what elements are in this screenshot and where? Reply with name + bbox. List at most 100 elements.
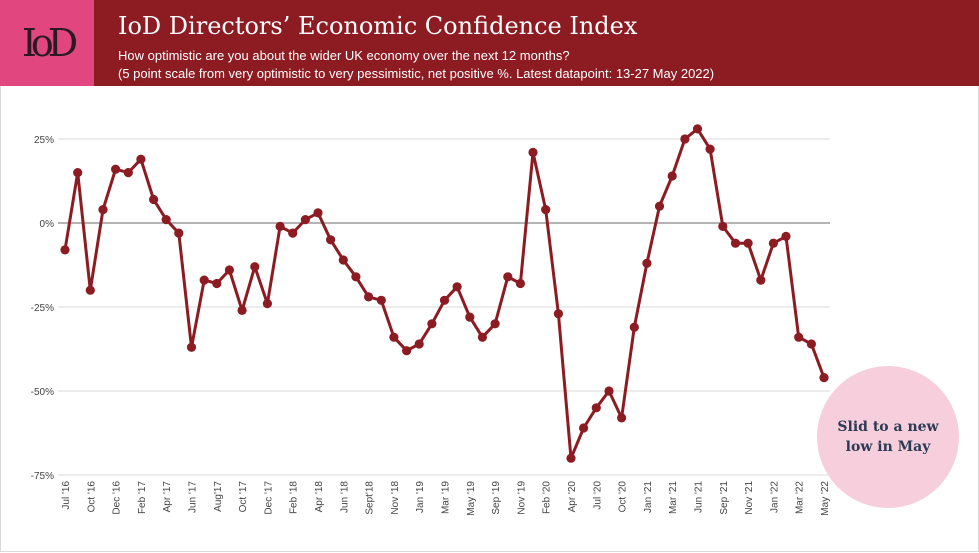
data-point [224,265,234,275]
x-tick-label: Mar '21 [668,481,679,514]
data-point [718,221,728,231]
subtitle-line-2: (5 point scale from very optimistic to v… [118,66,715,81]
data-point [465,312,475,322]
data-point [237,305,247,315]
data-point [743,238,753,248]
data-point [98,205,108,215]
data-point [490,319,500,329]
data-point [376,295,386,305]
data-point [806,339,817,349]
x-tick-label: May '19 [466,481,477,516]
x-tick-label: Feb '18 [289,481,300,514]
x-tick-label: Mar '19 [441,481,452,514]
data-point [730,238,741,248]
data-point [174,228,184,238]
x-tick-label: Dec '16 [112,481,123,515]
y-tick-label: -75% [31,471,54,482]
x-tick-label: Jul '16 [61,481,72,510]
data-point [756,275,766,285]
data-point [617,413,627,423]
x-tick-label: Feb '20 [542,481,553,514]
data-point [199,275,209,285]
x-tick-label: Jun '17 [188,481,199,513]
x-tick-label: Jan '19 [415,481,426,513]
data-point [186,342,197,352]
data-point [161,215,171,225]
data-point [680,134,690,144]
data-point [149,194,159,205]
data-point [553,309,564,319]
data-point [300,215,310,225]
data-point [604,386,614,396]
data-point [313,208,323,218]
data-point [692,124,703,134]
data-point [111,164,121,174]
data-point [212,278,222,289]
data-point [136,154,146,164]
data-point [364,292,374,302]
data-point [477,332,487,342]
data-point [275,221,285,231]
data-point [262,299,272,309]
x-tick-label: Jun '18 [339,481,350,513]
iod-logo: IoD [0,0,94,86]
x-tick-label: Dec '17 [263,481,274,515]
data-point [123,168,133,178]
logo-text: IoD [21,21,78,65]
data-point [579,423,589,433]
header-banner: IoD IoD Directors’ Economic Confidence I… [0,0,979,86]
x-tick-label: Jan '22 [769,481,780,513]
data-point [541,205,551,215]
data-point [794,332,804,342]
y-tick-label: 25% [34,135,54,146]
data-point [60,245,70,255]
x-tick-label: Sep '21 [719,481,730,515]
data-point [414,339,424,349]
x-tick-label: Apr '18 [314,481,325,513]
data-point [642,258,652,268]
data-point [528,147,538,157]
data-point [389,332,399,342]
data-point [452,282,462,292]
data-point [819,373,829,383]
series-line [63,127,826,460]
x-tick-label: Apr '17 [162,481,173,513]
data-point [351,272,361,282]
data-point [503,272,513,282]
data-point [591,403,601,413]
data-point [705,144,715,154]
data-point [667,171,677,181]
data-point [768,238,779,248]
x-tick-label: Jun '21 [694,481,705,513]
x-tick-label: Nov '21 [744,481,755,515]
data-point [439,295,450,305]
x-tick-label: Oct '17 [238,481,249,513]
x-tick-label: Oct '16 [86,481,97,513]
x-tick-label: Jul '20 [592,481,603,510]
annotation-text: Slid to a new low in May [837,419,939,455]
data-point [515,278,526,289]
data-point [629,322,639,332]
annotation-bubble: Slid to a new low in May [817,366,959,508]
data-point [73,168,83,178]
y-tick-label: 0% [40,219,55,230]
x-tick-label: Mar '22 [795,481,806,514]
x-tick-label: Jan '21 [643,481,654,513]
x-tick-label: Sep '19 [491,481,502,515]
y-tick-label: -50% [31,387,54,398]
x-tick-label: Oct '20 [618,481,629,513]
data-point [85,285,95,295]
data-point [654,201,665,211]
data-point [250,262,260,272]
page-title: IoD Directors’ Economic Confidence Index [118,12,638,40]
data-point [288,228,298,238]
data-point [326,235,336,245]
x-tick-label: Aug'17 [213,481,224,512]
data-point [338,255,348,265]
line-chart: 25% 0% -25% -50% -75% Jul '16 Oct '16 Dec '16 Fe… [31,124,831,516]
x-tick-label: Nov '18 [390,481,401,515]
data-point [402,346,412,356]
y-tick-label: -25% [31,303,54,314]
x-tick-label: Feb '17 [137,481,148,514]
subtitle: How optimistic are you about the wider U… [118,47,714,83]
